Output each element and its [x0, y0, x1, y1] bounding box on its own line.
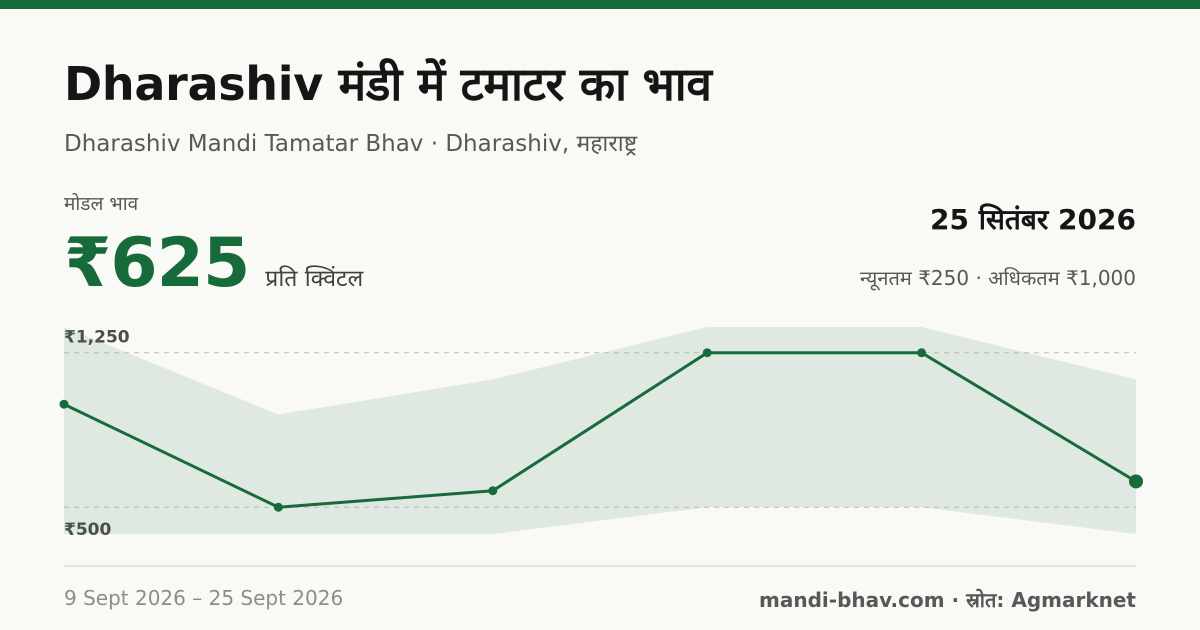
page-subtitle: Dharashiv Mandi Tamatar Bhav · Dharashiv…	[64, 131, 638, 157]
price-unit: प्रति क्विंटल	[265, 266, 364, 292]
data-point	[273, 502, 283, 512]
latest-price-point	[1129, 474, 1143, 489]
page-title: Dharashiv मंडी में टमाटर का भाव	[64, 57, 712, 111]
y-tick-label: ₹1,250	[64, 328, 130, 348]
top-accent-bar	[0, 0, 1200, 9]
modal-price: ₹625	[64, 224, 250, 303]
price-date: 25 सितंबर 2026	[930, 203, 1136, 236]
footer-source: mandi-bhav.com · स्रोत: Agmarknet	[759, 588, 1136, 612]
footer-divider	[64, 565, 1136, 567]
data-point	[488, 486, 498, 496]
data-point	[917, 348, 927, 358]
data-point	[59, 399, 69, 409]
price-line	[63, 351, 1137, 509]
modal-price-label: मोडल भाव	[64, 193, 139, 215]
price-row: ₹625 प्रति क्विंटल	[64, 224, 363, 303]
y-tick-label: ₹500	[64, 520, 111, 540]
footer-date-range: 9 Sept 2026 – 25 Sept 2026	[64, 586, 344, 610]
data-point	[702, 348, 712, 358]
min-max-range: न्यूनतम ₹250 · अधिकतम ₹1,000	[859, 266, 1136, 290]
min-max-band	[64, 327, 1136, 534]
